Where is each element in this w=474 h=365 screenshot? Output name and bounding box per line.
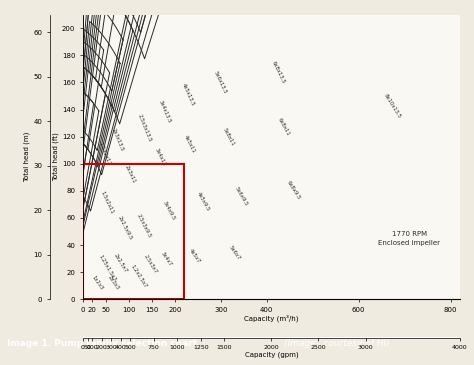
- Text: 2.5x3x9.5: 2.5x3x9.5: [136, 213, 152, 238]
- Text: 1.25x1.5x7: 1.25x1.5x7: [98, 254, 117, 282]
- Y-axis label: Total head (ft): Total head (ft): [53, 132, 59, 181]
- Text: 6x8x13.5: 6x8x13.5: [271, 61, 286, 85]
- Text: 3x4x9.5: 3x4x9.5: [162, 200, 176, 221]
- Y-axis label: Total head (m): Total head (m): [24, 132, 30, 182]
- Text: 1770 RPM
Enclosed impeller: 1770 RPM Enclosed impeller: [378, 231, 440, 246]
- X-axis label: Capacity (m³/h): Capacity (m³/h): [244, 314, 299, 322]
- Text: 2x3x11: 2x3x11: [124, 165, 137, 184]
- Text: (Images courtesy of HI): (Images courtesy of HI): [284, 339, 390, 348]
- Text: 1.5x2x12: 1.5x2x12: [98, 142, 111, 166]
- Text: 2x2.5x9.5: 2x2.5x9.5: [117, 216, 133, 241]
- Text: 4x5x11: 4x5x11: [182, 134, 196, 154]
- Text: 1x2x3: 1x2x3: [91, 275, 104, 291]
- Text: 3x4x7: 3x4x7: [160, 251, 173, 267]
- Text: 5x6x7: 5x6x7: [228, 245, 241, 261]
- Text: 3x4x11: 3x4x11: [154, 147, 167, 167]
- Text: 5x8x11: 5x8x11: [222, 127, 236, 147]
- Text: 8x10x13.5: 8x10x13.5: [383, 93, 401, 119]
- Text: 6x8x9.5: 6x8x9.5: [286, 180, 302, 201]
- Text: Image 1. Pump family selection chart: Image 1. Pump family selection chart: [7, 339, 201, 348]
- Bar: [83, 164, 184, 299]
- Text: 2x3x13.5: 2x3x13.5: [111, 127, 125, 152]
- Text: 2x3x3: 2x3x3: [107, 275, 120, 291]
- Text: 1.2x2.5x7: 1.2x2.5x7: [130, 264, 148, 289]
- Text: 4x5x7: 4x5x7: [188, 248, 201, 265]
- Text: 4x5x13.5: 4x5x13.5: [181, 82, 195, 107]
- Text: 2x2.5x7: 2x2.5x7: [113, 253, 128, 273]
- Text: 1.5x2x11: 1.5x2x11: [100, 190, 115, 215]
- Text: 3x4x13.5: 3x4x13.5: [158, 99, 172, 123]
- Text: 5x6x9.5: 5x6x9.5: [233, 185, 248, 207]
- Text: 2.5x3x13.5: 2.5x3x13.5: [137, 113, 153, 143]
- X-axis label: Capacity (gpm): Capacity (gpm): [245, 351, 298, 358]
- Text: 4x5x9.5: 4x5x9.5: [196, 191, 210, 212]
- Text: 6x8x11: 6x8x11: [277, 117, 291, 137]
- Text: 2.5x3x7: 2.5x3x7: [143, 254, 158, 274]
- Text: 5x6x13.5: 5x6x13.5: [212, 70, 228, 95]
